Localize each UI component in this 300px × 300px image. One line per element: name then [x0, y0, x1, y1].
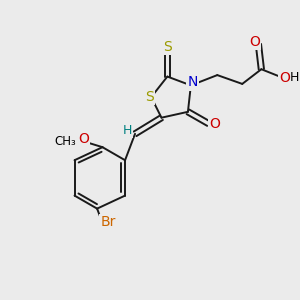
Text: H: H: [123, 124, 132, 137]
Text: O: O: [209, 117, 220, 130]
Text: O: O: [250, 35, 260, 49]
Text: O: O: [279, 71, 290, 85]
Text: N: N: [187, 75, 197, 89]
Text: H: H: [290, 71, 299, 84]
Text: S: S: [163, 40, 172, 54]
Text: Br: Br: [100, 215, 116, 229]
Text: O: O: [78, 132, 89, 146]
Text: CH₃: CH₃: [54, 135, 76, 148]
Text: S: S: [145, 90, 154, 104]
